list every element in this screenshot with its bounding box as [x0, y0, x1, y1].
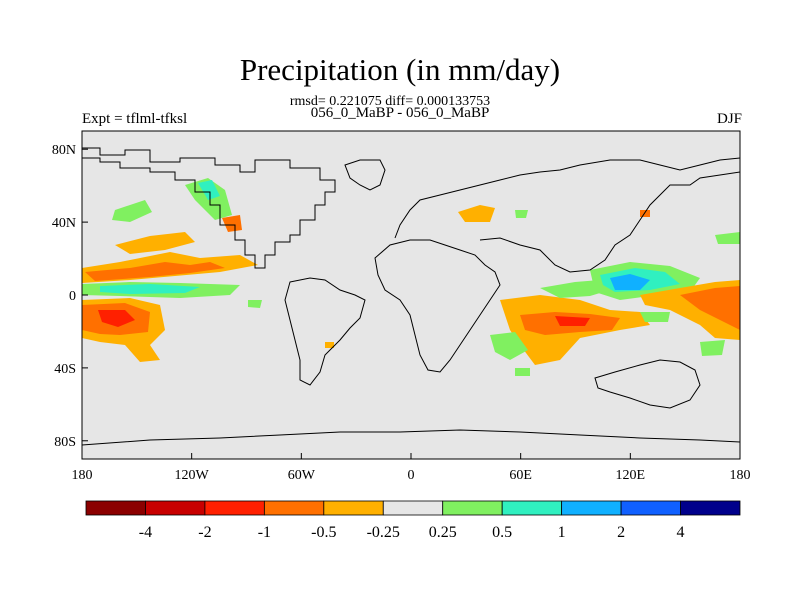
- precip-fields: [82, 178, 740, 376]
- colorbar-label: -2: [198, 524, 211, 541]
- rmsd-text: rmsd= 0.221075 diff= 0.000133753: [289, 94, 491, 109]
- colorbar-swatch: [323, 500, 384, 516]
- x-tick-label: 120E: [616, 468, 646, 483]
- colorbar: -4 -2 -1 -0.5 -0.25 0.25 0.5 1 2 4: [85, 500, 741, 541]
- plot-title: Precipitation (in mm/day): [239, 52, 561, 87]
- region-equatorial-indian-ocean: [540, 280, 610, 298]
- colorbar-label: -4: [139, 524, 152, 541]
- colorbar-label: -1: [258, 524, 271, 541]
- y-tick-label: 0: [69, 289, 76, 304]
- y-tick-label: 40S: [54, 362, 76, 377]
- colorbar-label: -0.25: [367, 524, 400, 541]
- region-maritime-continent-max: [610, 274, 650, 290]
- region-south-atlantic: [490, 332, 528, 360]
- colorbar-label: 1: [558, 524, 566, 541]
- x-tick-label: 180: [730, 468, 751, 483]
- colorbar-swatch: [680, 500, 741, 516]
- region-north-pacific-dot: [640, 210, 650, 217]
- region-tropical-pacific-north-core: [85, 262, 225, 281]
- region-west-pacific-far-south: [700, 340, 725, 356]
- region-caspian-region: [458, 205, 495, 222]
- colorbar-label: 0.25: [429, 524, 457, 541]
- region-tropical-atlantic-dot: [248, 300, 262, 308]
- colorbar-label: 0.5: [492, 524, 512, 541]
- colorbar-swatch: [382, 500, 444, 516]
- colorbar-swatch: [263, 500, 325, 516]
- region-north-pacific-mid: [115, 232, 195, 254]
- y-tick-label: 80N: [52, 143, 76, 158]
- experiment-label: Expt = tflml-tfksl: [82, 111, 188, 127]
- y-axis-ticks: 80N 40N 0 40S 80S: [52, 143, 88, 450]
- x-tick-label: 60W: [288, 468, 316, 483]
- colorbar-swatch: [561, 500, 622, 516]
- region-caspian-region-positive: [515, 210, 528, 218]
- coastline-europe: [394, 157, 740, 239]
- y-tick-label: 80S: [54, 435, 76, 450]
- colorbar-swatch: [501, 500, 563, 516]
- region-south-africa-dot: [515, 368, 530, 376]
- region-west-pacific-south-core: [680, 286, 740, 330]
- coastline-greenland: [344, 159, 386, 191]
- colorbar-swatch: [145, 500, 206, 516]
- region-asia-positive: [715, 232, 740, 244]
- region-north-pacific-west: [112, 200, 152, 222]
- coastline-antarctica: [82, 429, 740, 446]
- coastlines: [82, 147, 740, 446]
- region-west-pacific-south-positive: [640, 312, 670, 322]
- coastline-south-america: [284, 277, 366, 386]
- x-tick-label: 120W: [175, 468, 210, 483]
- x-tick-label: 60E: [509, 468, 532, 483]
- region-southwest-indian-ocean-max: [555, 316, 590, 326]
- coastline-africa: [374, 239, 501, 373]
- x-axis-ticks: 180 120W 60W 0 60E 120E 180: [72, 453, 751, 483]
- y-tick-label: 40N: [52, 216, 76, 231]
- colorbar-swatch: [85, 500, 146, 516]
- region-north-pacific-west-coast-core: [198, 180, 220, 200]
- season-label: DJF: [716, 111, 742, 127]
- x-tick-label: 0: [408, 468, 415, 483]
- colorbar-swatch: [620, 500, 681, 516]
- region-pacific-east-dot: [325, 342, 334, 348]
- x-tick-label: 180: [72, 468, 93, 483]
- colorbar-swatch: [442, 500, 503, 516]
- region-us-west-coast: [222, 215, 242, 232]
- colorbar-label: -0.5: [311, 524, 336, 541]
- region-equatorial-pacific-band-core: [100, 284, 200, 294]
- plot-subtitle: 056_0_MaBP - 056_0_MaBP: [310, 105, 490, 121]
- colorbar-label: 2: [617, 524, 625, 541]
- coastline-australia: [594, 359, 701, 409]
- region-east-pacific-south-max: [98, 310, 135, 327]
- colorbar-label: 4: [677, 524, 685, 541]
- coastline-asia: [479, 171, 740, 273]
- coastline-north-america: [82, 147, 336, 269]
- colorbar-swatch: [204, 500, 265, 516]
